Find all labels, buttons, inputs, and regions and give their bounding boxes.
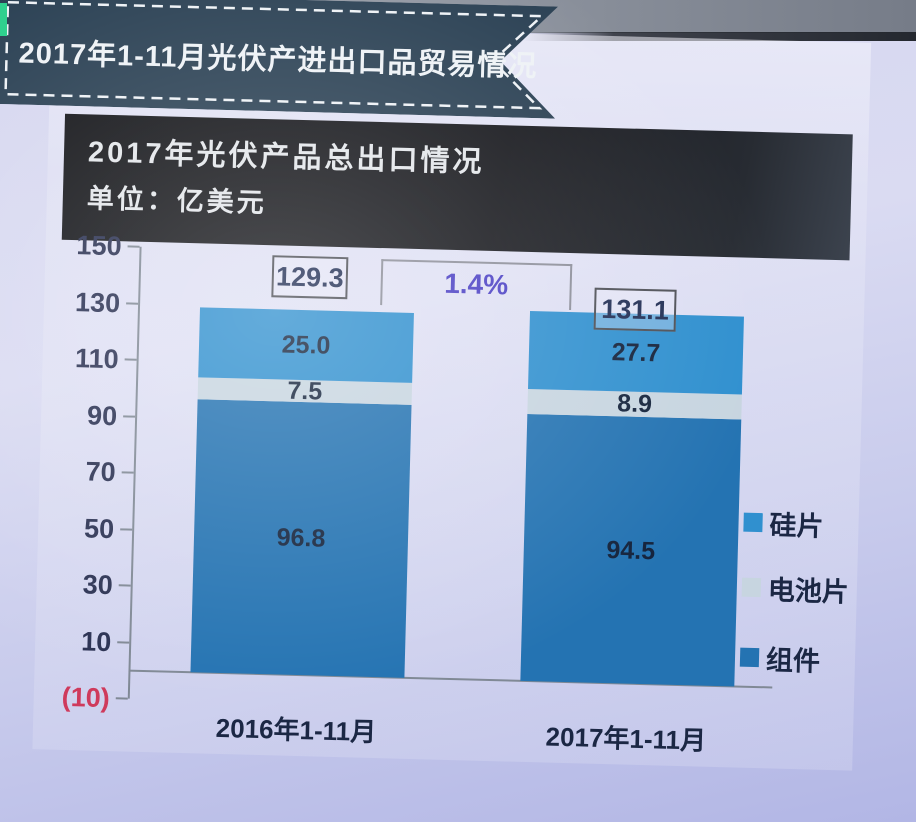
y-tick-label: 50 xyxy=(83,513,115,544)
y-tick-label: 110 xyxy=(74,343,120,375)
slide: 2017年1-11月光伏产进出口品贸易情况 2017年光伏产品总出口情况 单位：… xyxy=(0,0,872,771)
y-tick-mark xyxy=(124,358,137,361)
green-artifact-mark xyxy=(0,3,7,36)
legend-swatch-silicon-wafer xyxy=(743,512,763,533)
legend-item-solar-cell: 电池片 xyxy=(741,568,849,610)
category-label: 2017年1-11月 xyxy=(545,721,707,756)
y-tick-label: 30 xyxy=(82,569,114,601)
legend-label-solar-cell: 电池片 xyxy=(767,575,850,608)
category-label: 2016年1-11月 xyxy=(215,712,377,748)
y-tick-label: 10 xyxy=(80,626,112,657)
y-tick-mark xyxy=(120,528,133,531)
bar-value-label-module: 94.5 xyxy=(606,535,656,565)
total-value-box-2017: 131.1 xyxy=(593,287,677,332)
y-tick-label: 130 xyxy=(74,286,121,318)
total-value-box-2016: 129.3 xyxy=(271,255,349,300)
y-tick-mark xyxy=(127,245,140,248)
banner-dashed-border xyxy=(4,0,545,110)
legend-swatch-module xyxy=(739,647,760,668)
ribbon-banner: 2017年1-11月光伏产进出口品贸易情况 xyxy=(0,0,559,119)
y-tick-label: (10) xyxy=(61,682,111,714)
y-tick-label: 70 xyxy=(85,456,117,488)
legend-swatch-solar-cell xyxy=(741,577,762,598)
y-tick-mark xyxy=(115,697,128,700)
legend-label-silicon-wafer: 硅片 xyxy=(769,510,824,542)
y-tick-mark xyxy=(118,584,131,587)
bar-value-label-silicon-wafer: 27.7 xyxy=(611,337,661,368)
chart-area: 150 130 110 90 70 50 30 10 (10) 96.8 7.5 25.0 2016年1… xyxy=(61,230,849,756)
bar-value-label-module: 96.8 xyxy=(276,523,326,553)
banner-shape xyxy=(0,0,559,119)
y-tick-mark xyxy=(117,641,130,644)
legend-label-module: 组件 xyxy=(765,645,821,677)
legend-item-silicon-wafer: 硅片 xyxy=(743,503,824,544)
y-tick-mark xyxy=(123,415,136,418)
growth-bracket: 1.4% xyxy=(380,259,573,311)
legend-item-module: 组件 xyxy=(739,638,821,679)
bar-value-label-silicon-wafer: 25.0 xyxy=(281,330,331,360)
y-tick-mark xyxy=(121,471,134,474)
y-tick-mark xyxy=(126,302,139,305)
y-tick-label: 90 xyxy=(86,400,118,431)
y-tick-label: 150 xyxy=(76,230,122,262)
